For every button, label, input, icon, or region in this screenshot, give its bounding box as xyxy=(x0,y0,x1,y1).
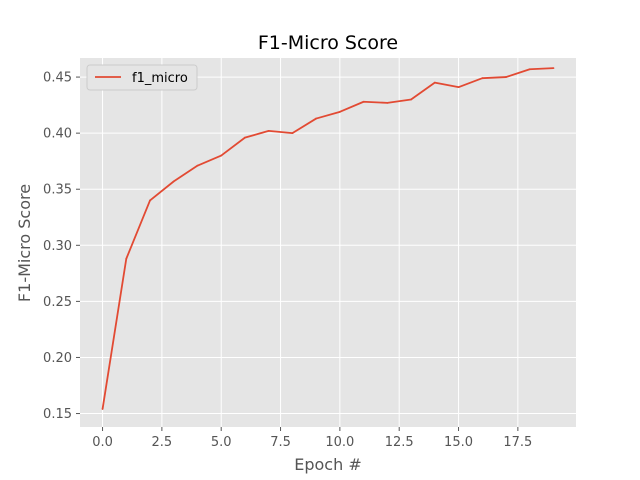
data-point xyxy=(220,154,223,157)
y-tick-label: 0.35 xyxy=(43,183,72,198)
legend-box xyxy=(86,64,198,91)
data-point xyxy=(172,180,175,183)
x-tick-label: 17.5 xyxy=(503,435,532,450)
series-line-f1_micro xyxy=(101,67,554,410)
data-point xyxy=(125,257,128,260)
data-point xyxy=(528,68,531,71)
x-axis-label: Epoch # xyxy=(294,455,361,474)
x-tick-label: 7.5 xyxy=(270,435,291,450)
legend: f1_micro xyxy=(86,64,198,91)
data-point xyxy=(552,67,555,69)
x-tick-label: 2.5 xyxy=(152,435,173,450)
data-point xyxy=(315,117,318,120)
data-point xyxy=(196,164,199,167)
series-layer xyxy=(101,67,555,410)
plot-area xyxy=(80,58,576,427)
y-tick-label: 0.20 xyxy=(43,351,72,366)
data-point xyxy=(338,110,341,113)
x-tick-label: 10.0 xyxy=(325,435,354,450)
data-point xyxy=(410,98,412,101)
x-tick-label: 5.0 xyxy=(211,435,232,450)
legend-label-f1-micro: f1_micro xyxy=(132,71,188,86)
data-point xyxy=(244,136,246,139)
data-point xyxy=(267,130,270,132)
y-tick-label: 0.25 xyxy=(43,295,72,310)
y-tick-label: 0.45 xyxy=(43,71,72,86)
data-point xyxy=(481,77,484,80)
y-axis-ticks: 0.15 0.20 0.25 0.30 0.35 0.40 0.45 xyxy=(43,71,80,422)
x-tick-label: 12.5 xyxy=(385,435,414,450)
x-tick-label: 0.0 xyxy=(92,435,113,450)
y-tick-label: 0.15 xyxy=(43,407,72,422)
y-tick-label: 0.30 xyxy=(43,239,72,254)
y-axis-label: F1-Micro Score xyxy=(15,184,34,302)
data-point xyxy=(505,76,507,78)
data-point xyxy=(433,81,436,84)
data-point xyxy=(457,86,460,89)
y-tick-label: 0.40 xyxy=(43,127,72,142)
data-point xyxy=(362,100,365,103)
data-point xyxy=(149,199,151,202)
chart-title: F1-Micro Score xyxy=(258,32,398,54)
x-tick-label: 15.0 xyxy=(444,435,473,450)
grid-lines xyxy=(80,58,576,427)
data-point xyxy=(291,132,294,135)
x-axis-ticks: 0.0 2.5 5.0 7.5 10.0 12.5 15.0 17.5 xyxy=(92,427,532,450)
data-point xyxy=(101,408,104,410)
data-point xyxy=(386,101,389,104)
